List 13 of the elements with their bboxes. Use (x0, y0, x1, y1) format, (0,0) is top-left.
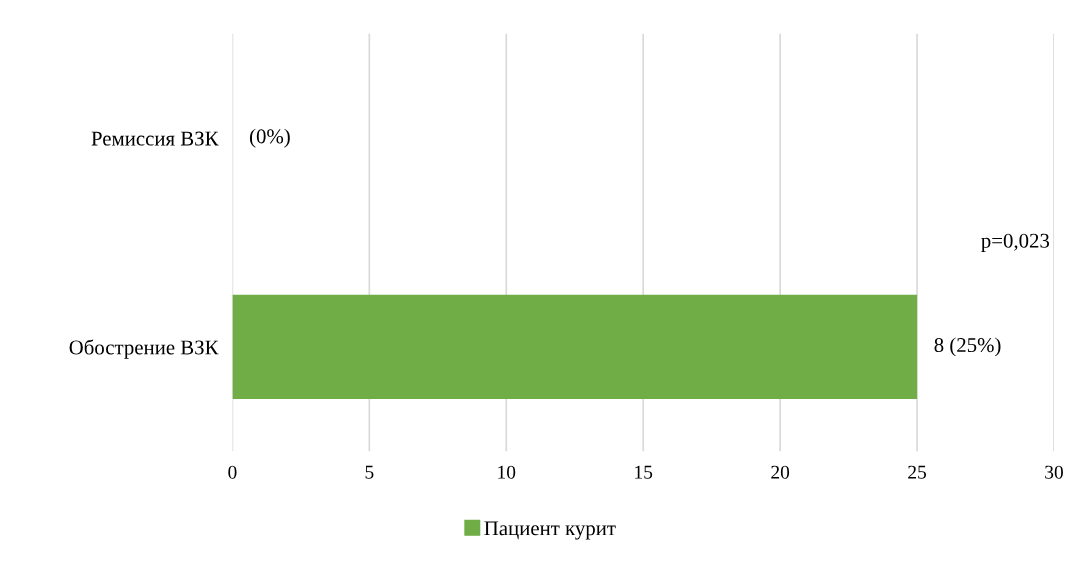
x-tick-label: 20 (771, 465, 790, 479)
y-tick-label: Ремиссия ВЗК (91, 131, 219, 146)
annotation: p=0,023 (981, 233, 1050, 252)
y-tick-label: Обострение ВЗК (69, 339, 219, 359)
data-label: (0%) (250, 128, 290, 148)
x-tick-label: 5 (365, 465, 374, 479)
legend-label: Пациент курит (484, 521, 616, 540)
x-tick-label: 15 (635, 465, 653, 479)
x-tick-label: 0 (228, 465, 237, 479)
x-tick-label: 10 (498, 465, 516, 479)
data-label: 8 (25%) (934, 337, 1001, 357)
x-tick-label: 25 (908, 465, 927, 479)
x-tick-label: 30 (1045, 465, 1063, 479)
